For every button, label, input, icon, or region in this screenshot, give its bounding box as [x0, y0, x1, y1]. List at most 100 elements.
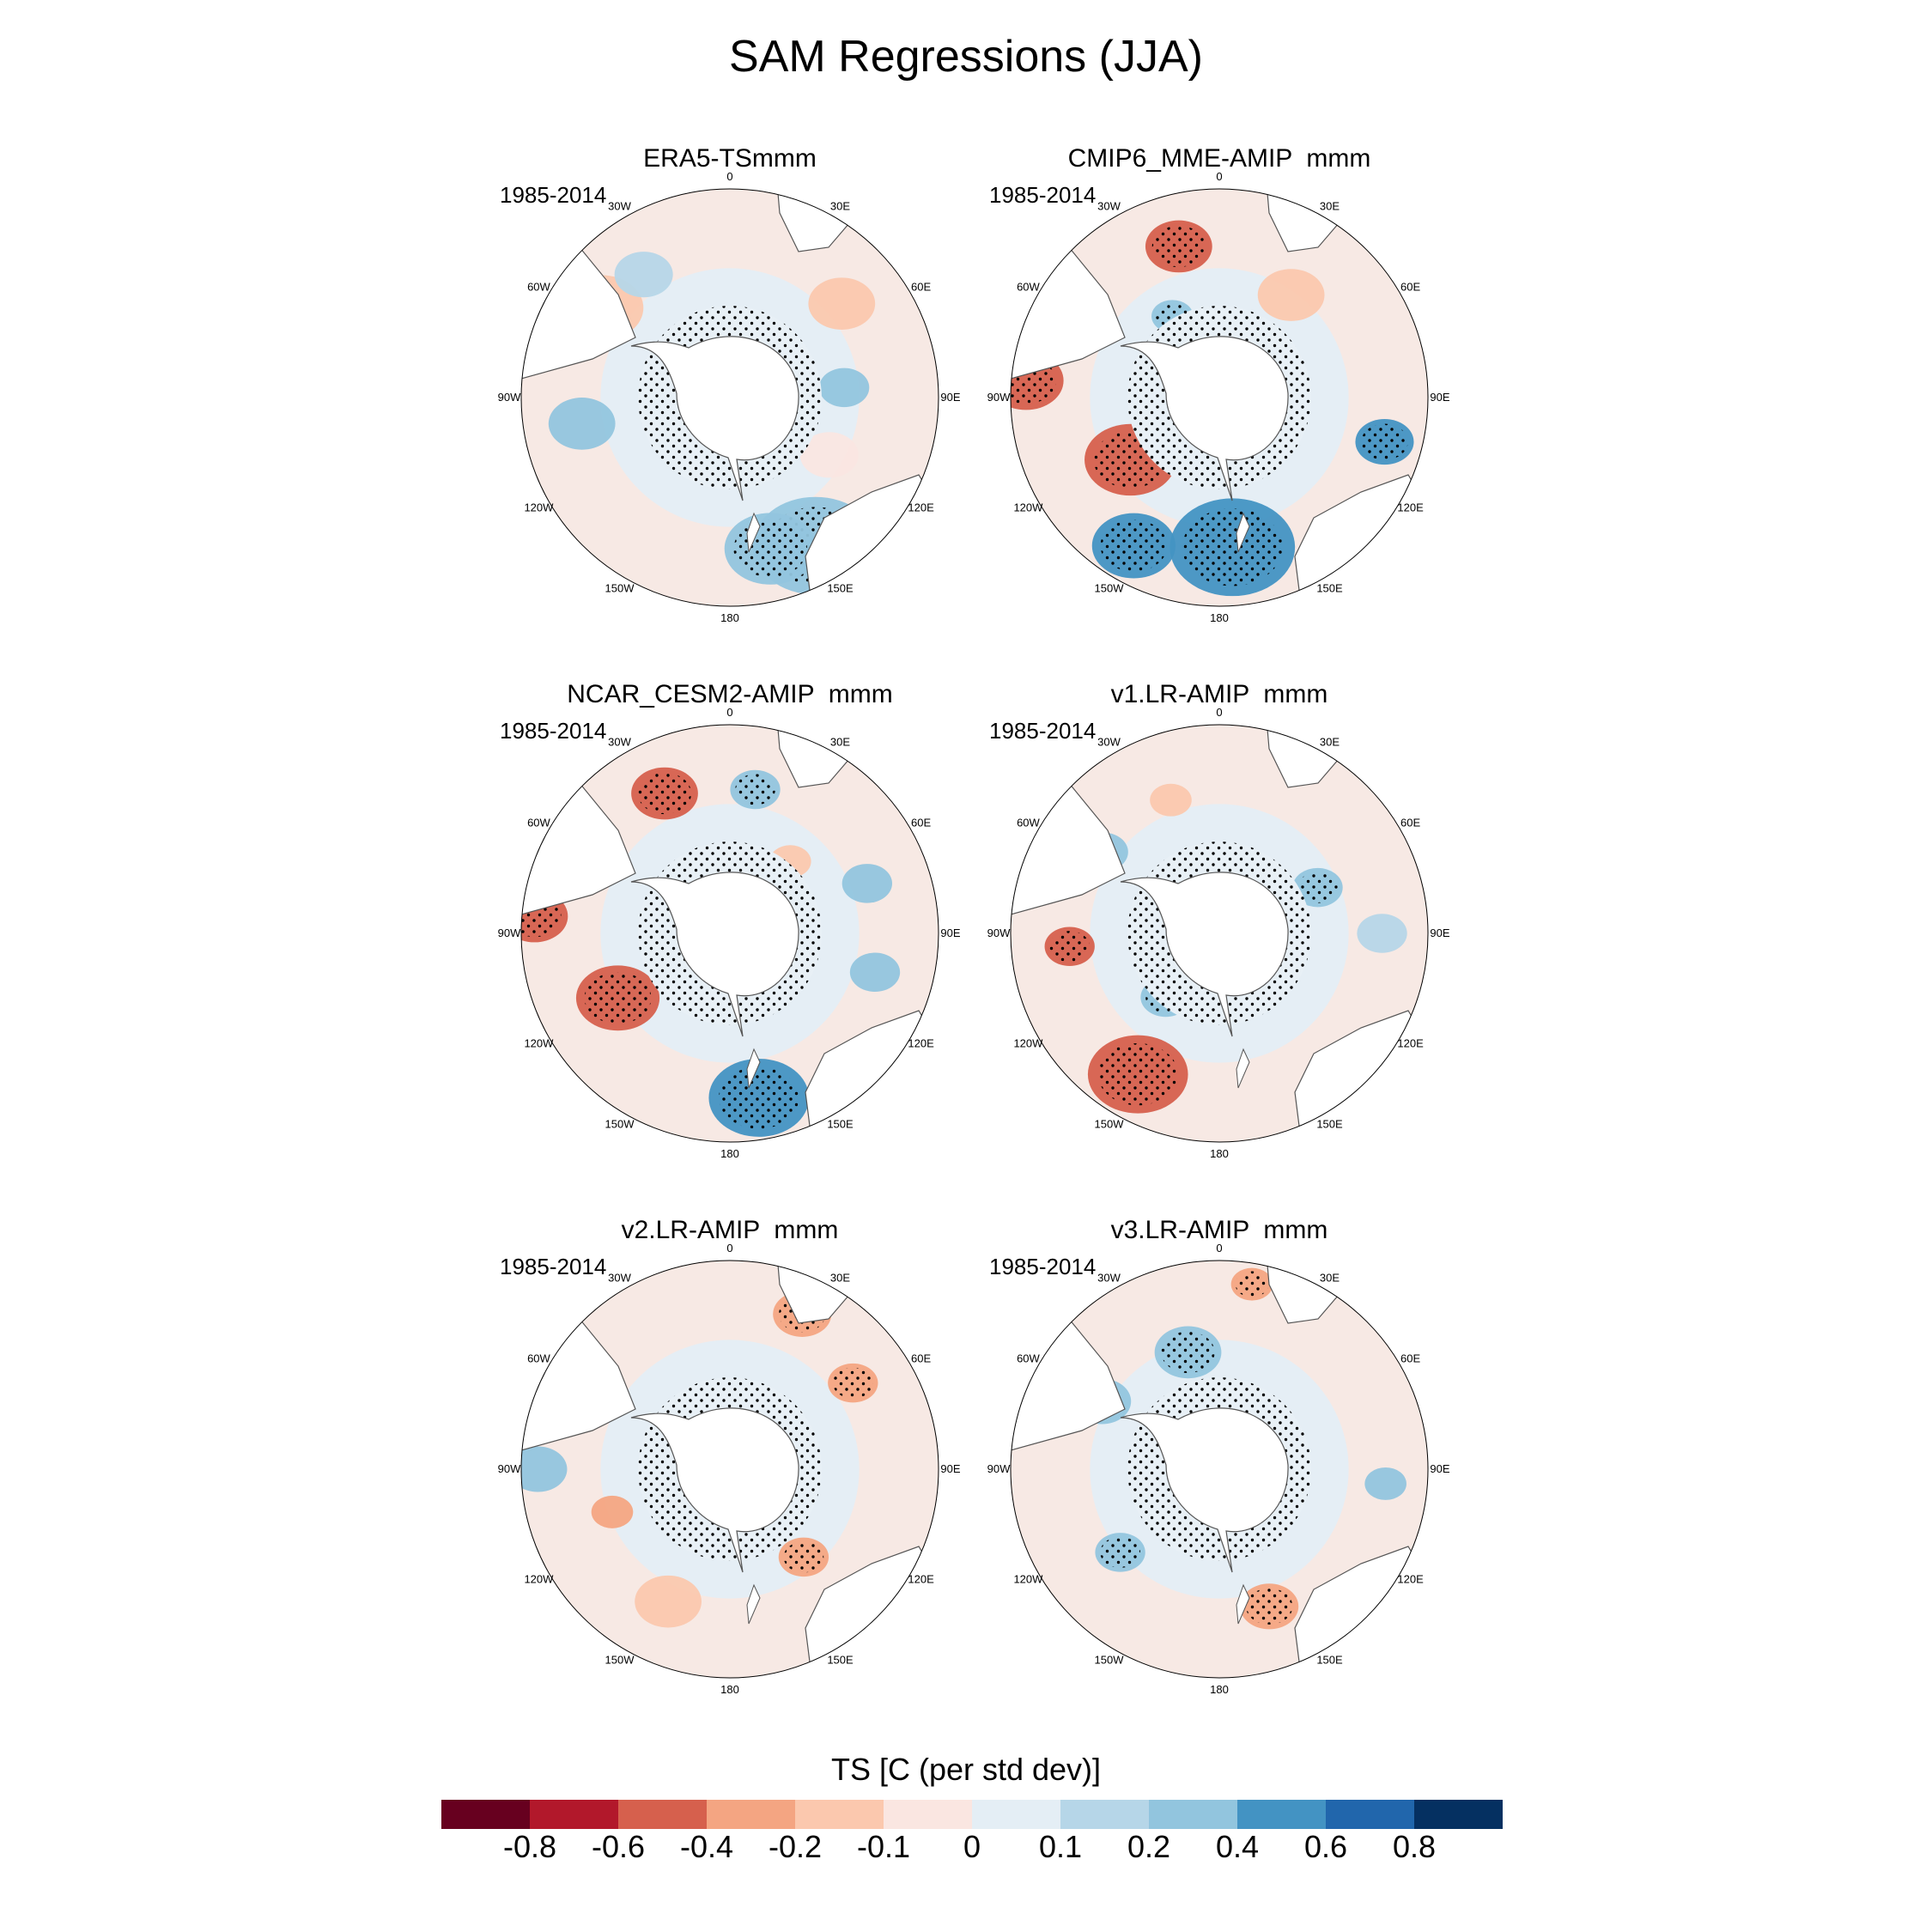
significance-stippling	[1097, 1042, 1178, 1106]
significance-stippling	[1151, 225, 1206, 268]
longitude-label: 120E	[908, 1573, 934, 1586]
longitude-label: 60W	[527, 281, 550, 294]
figure-title: SAM Regressions (JJA)	[729, 32, 1203, 82]
colorbar-tick-label: 0	[963, 1829, 981, 1864]
colorbar-segment	[1414, 1800, 1503, 1829]
longitude-label: 90W	[987, 1462, 1011, 1475]
longitude-label: 120W	[1013, 501, 1043, 514]
longitude-label: 60E	[1400, 1352, 1420, 1365]
antarctica-landmass	[1120, 1407, 1289, 1573]
longitude-label: 120E	[1397, 1037, 1424, 1050]
colorbar-tick-label: 0.4	[1215, 1829, 1260, 1864]
longitude-label: 150W	[1095, 1118, 1125, 1131]
longitude-label: 60W	[1017, 281, 1040, 294]
anomaly-region	[818, 368, 870, 408]
significance-stippling	[783, 1541, 824, 1573]
longitude-label: 90E	[940, 391, 960, 404]
antarctica-landmass	[630, 336, 799, 501]
colorbar-segment	[707, 1800, 796, 1829]
longitude-label: 90W	[987, 927, 1011, 939]
longitude-label: 150W	[605, 582, 635, 595]
longitude-label: 30E	[830, 199, 850, 212]
map-border	[520, 1260, 939, 1679]
longitude-label: 90E	[940, 927, 960, 939]
map-panel-v1: v1.LR-AMIP mmm 1985-2014 0 30E 60E 90E 120E 1…	[987, 680, 1451, 1161]
longitude-label: 30E	[830, 735, 850, 748]
significance-stippling	[832, 1367, 873, 1399]
significance-stippling	[1100, 1536, 1140, 1568]
colorbar-title: TS [C (per std dev)]	[830, 1752, 1102, 1787]
longitude-label: 30W	[1097, 735, 1121, 748]
longitude-label: 180	[720, 611, 739, 624]
significance-stippling	[733, 519, 807, 578]
longitude-label: 120W	[524, 1573, 554, 1586]
longitude-label: 120W	[524, 501, 554, 514]
longitude-label: 30E	[1320, 1271, 1340, 1284]
longitude-label: 0	[1216, 706, 1222, 719]
significance-stippling	[637, 772, 692, 815]
longitude-label: 0	[726, 170, 732, 183]
polar-map: 0 30E 60E 90E 120E 150E 180 150W 120W 90W 60W 30W	[987, 706, 1450, 1160]
map-border	[520, 724, 939, 1143]
map-border	[520, 188, 939, 607]
panel-title: v2.LR-AMIP mmm	[621, 1216, 839, 1244]
colorbar-tick-label: 0.6	[1303, 1829, 1348, 1864]
longitude-label: 60E	[1400, 817, 1420, 829]
longitude-label: 180	[720, 1683, 739, 1696]
significance-stippling	[1161, 1331, 1215, 1373]
longitude-label: 0	[726, 706, 732, 719]
panel-period: 1985-2014	[500, 1254, 607, 1279]
map-panel-v3: v3.LR-AMIP mmm 1985-2014 0 30E 60E 90E 120E 1…	[987, 1216, 1451, 1697]
colorbar-segment	[1326, 1800, 1415, 1829]
anomaly-region	[635, 1575, 702, 1628]
longitude-label: 150E	[1316, 1654, 1343, 1667]
colorbar-tick-label: -0.1	[856, 1829, 911, 1864]
significance-stippling	[1235, 1271, 1269, 1297]
colorbar-segment	[795, 1800, 884, 1829]
longitude-label: 150E	[827, 1654, 854, 1667]
antarctica-landmass	[1120, 336, 1289, 501]
longitude-label: 150E	[1316, 582, 1343, 595]
anomaly-region	[548, 398, 616, 450]
new-zealand-landmass	[746, 1583, 761, 1625]
panel-period: 1985-2014	[989, 718, 1097, 744]
longitude-label: 150W	[605, 1654, 635, 1667]
anomaly-region	[1150, 783, 1192, 817]
longitude-label: 0	[1216, 170, 1222, 183]
longitude-label: 150W	[1095, 582, 1125, 595]
significance-stippling	[1049, 931, 1091, 963]
longitude-label: 90E	[1430, 391, 1449, 404]
longitude-label: 90W	[498, 1462, 521, 1475]
colorbar-segment	[884, 1800, 973, 1829]
polar-map: 0 30E 60E 90E 120E 150E 180 150W 120W 90W 60W 30W	[987, 170, 1450, 624]
longitude-label: 60W	[527, 817, 550, 829]
colorbar-segment	[530, 1800, 619, 1829]
polar-map: 0 30E 60E 90E 120E 150E 180 150W 120W 90W 60W 30W	[498, 706, 961, 1160]
longitude-label: 60E	[911, 1352, 931, 1365]
colorbar-tick-label: 0.2	[1127, 1829, 1171, 1864]
map-panel-v2: v2.LR-AMIP mmm 1985-2014 0 30E 60E 90E 120E 1…	[498, 1216, 962, 1697]
anomaly-region	[841, 864, 893, 903]
longitude-label: 0	[726, 1242, 732, 1255]
longitude-label: 120W	[1013, 1573, 1043, 1586]
colorbar-segment	[441, 1800, 531, 1829]
colorbar-segment	[1060, 1800, 1150, 1829]
longitude-label: 120E	[1397, 501, 1424, 514]
polar-map: 0 30E 60E 90E 120E 150E 180 150W 120W 90W 60W 30W	[498, 170, 961, 624]
longitude-label: 150W	[1095, 1654, 1125, 1667]
longitude-label: 150E	[827, 582, 854, 595]
significance-stippling	[1297, 872, 1338, 903]
panel-period: 1985-2014	[500, 718, 607, 744]
significance-stippling	[735, 774, 775, 805]
longitude-label: 120E	[1397, 1573, 1424, 1586]
longitude-label: 90E	[1430, 1462, 1449, 1475]
significance-stippling	[1245, 1588, 1293, 1625]
longitude-label: 30E	[830, 1271, 850, 1284]
significance-stippling	[719, 1066, 799, 1129]
colorbar-segment	[1237, 1800, 1327, 1829]
longitude-label: 30W	[1097, 1271, 1121, 1284]
panel-title: v1.LR-AMIP mmm	[1110, 680, 1328, 708]
longitude-label: 30W	[1097, 199, 1121, 212]
significance-stippling	[1182, 508, 1283, 586]
panel-period: 1985-2014	[989, 1254, 1097, 1279]
